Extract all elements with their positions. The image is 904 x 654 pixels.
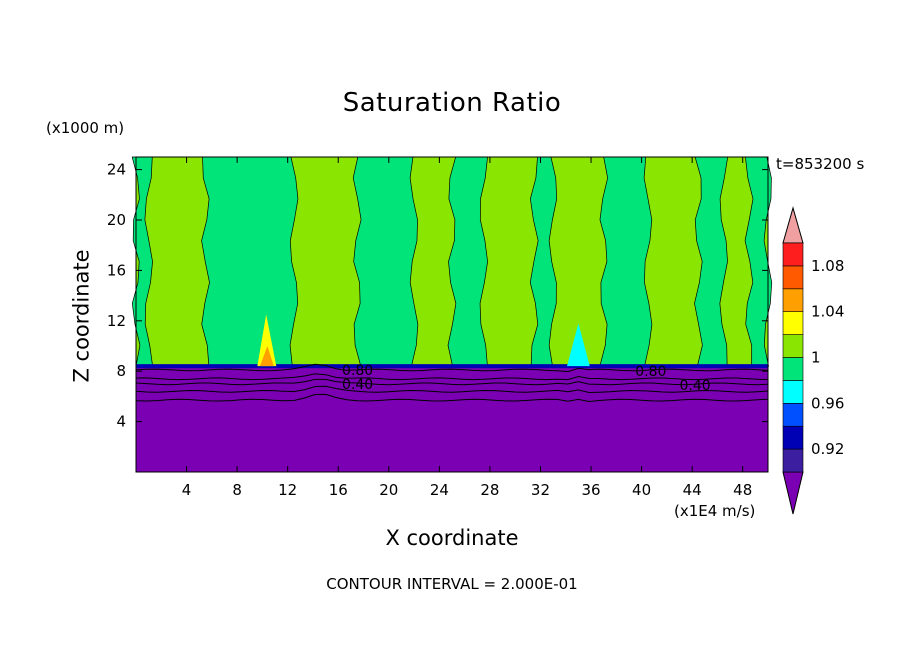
x-tick-label: 32	[531, 481, 550, 499]
colorbar-segment-9	[782, 265, 804, 290]
x-tick-label: 28	[480, 481, 499, 499]
contour-line-1	[135, 363, 769, 373]
x-tick-label: 12	[278, 481, 297, 499]
x-tick-label: 44	[683, 481, 702, 499]
y-tick-label: 8	[116, 362, 126, 380]
cool-plume	[567, 323, 590, 367]
z-unit-label: (x1000 m)	[46, 119, 125, 137]
contour-line-3	[135, 378, 769, 386]
colorbar-segment-10	[782, 242, 804, 267]
field-cloud-top-band	[136, 364, 768, 369]
y-tick-label: 24	[107, 161, 126, 179]
x-tick-label: 24	[430, 481, 449, 499]
colorbar-segment-1	[782, 448, 804, 473]
contour-lines-layer	[135, 363, 769, 403]
colorbar-label: 0.96	[811, 394, 844, 412]
x-tick-label: 40	[632, 481, 651, 499]
x-tick-label: 20	[379, 481, 398, 499]
field-column-2	[201, 156, 299, 367]
field-column-6	[599, 156, 653, 367]
colorbar-label: 0.92	[811, 440, 844, 458]
colorbar-segment-4	[782, 380, 804, 404]
y-tick-label: 4	[116, 413, 126, 431]
y-tick-label: 20	[107, 211, 126, 229]
contour-label-2: 0.40	[342, 377, 373, 393]
field-dry-layer	[136, 366, 768, 472]
colorbar-segment-8	[782, 288, 804, 312]
x-tick-label: 16	[329, 481, 348, 499]
colorbar-segment-2	[782, 425, 804, 450]
contour-line-4	[135, 385, 769, 394]
contour-label-1: 0.80	[342, 363, 373, 379]
colorbar-segment-7	[782, 311, 804, 335]
colorbar-layer: 0.92 0.96 1 1.04 1.08	[782, 206, 844, 515]
contour-label-4: 0.40	[680, 378, 711, 394]
colorbar-bottom-arrow	[782, 471, 804, 515]
contour-interval-note: CONTOUR INTERVAL = 2.000E-01	[326, 575, 578, 593]
colorbar-segment-5	[782, 357, 804, 381]
contour-labels-layer: 0.800.400.800.40	[342, 363, 711, 394]
colorbar-segment-3	[782, 402, 804, 427]
x-unit-label: (x1E4 m/s)	[674, 502, 756, 520]
contour-line-5	[135, 393, 769, 403]
field-layer	[131, 156, 773, 472]
x-tick-label: 4	[182, 481, 192, 499]
contour-label-3: 0.80	[635, 364, 666, 380]
x-tick-label: 36	[581, 481, 600, 499]
colorbar-segment-6	[782, 334, 804, 358]
x-tick-label: 8	[232, 481, 242, 499]
x-axis-title: X coordinate	[385, 526, 519, 550]
colorbar-top-arrow	[782, 206, 804, 244]
field-column-3	[352, 156, 419, 367]
time-label: t=853200 s	[776, 155, 865, 173]
warm-plume	[257, 314, 277, 367]
chart-title: Saturation Ratio	[342, 88, 562, 118]
plot-frame	[135, 156, 769, 473]
x-tick-label: 48	[733, 481, 752, 499]
colorbar-label: 1.04	[811, 303, 844, 321]
field-column-4	[447, 156, 488, 367]
y-tick-label: 16	[107, 261, 126, 279]
warm-plume-core	[259, 346, 274, 367]
y-tick-label: 12	[107, 312, 126, 330]
contour-line-2	[135, 373, 769, 381]
colorbar-label: 1	[811, 349, 821, 367]
colorbar-label: 1.08	[811, 257, 844, 275]
